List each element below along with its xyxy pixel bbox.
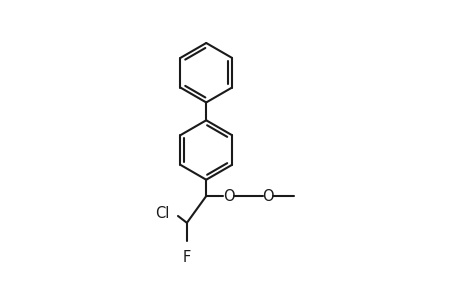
Text: O: O — [262, 189, 273, 204]
Text: Cl: Cl — [154, 206, 169, 221]
Text: O: O — [222, 189, 234, 204]
Text: F: F — [182, 250, 190, 265]
